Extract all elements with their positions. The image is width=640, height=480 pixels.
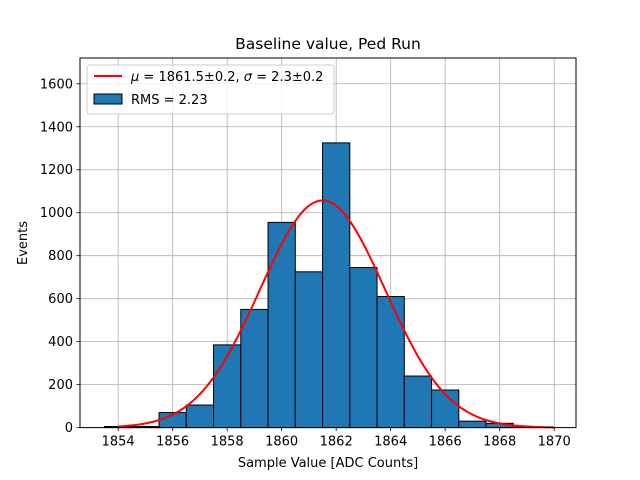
- x-tick-label: 1868: [483, 435, 516, 450]
- plot-frame: [79, 57, 577, 429]
- x-axis-label: Sample Value [ADC Counts]: [238, 456, 418, 471]
- histogram-bar: [294, 271, 324, 429]
- y-axis-label: Events: [16, 221, 31, 265]
- y-tick-label: 1600: [40, 77, 73, 92]
- x-tick-label: 1860: [265, 435, 298, 450]
- legend-hist-label: RMS = 2.23: [131, 93, 208, 108]
- legend-box: [86, 64, 335, 115]
- legend-sigma-symbol: σ: [244, 70, 253, 85]
- y-tick-label: 0: [65, 421, 73, 436]
- legend-mu-symbol: μ: [130, 70, 139, 85]
- fit-curve-layer: [118, 199, 555, 429]
- histogram-bar: [240, 308, 269, 429]
- y-tick-label: 800: [48, 249, 73, 264]
- x-tick-label: 1858: [211, 435, 244, 450]
- y-tick-label: 1400: [40, 120, 73, 135]
- y-tick-label: 1200: [40, 163, 73, 178]
- legend-mu-value: = 1861.5±0.2,: [139, 70, 243, 85]
- y-tick-label: 1000: [40, 206, 73, 221]
- chart-title: Baseline value, Ped Run: [235, 35, 421, 53]
- histogram-bar: [403, 375, 433, 429]
- histogram-bar: [431, 389, 460, 429]
- x-axis-ticks: 1854 1856 1858 1860 1862 1864 1866 1868 1870: [102, 427, 571, 450]
- y-axis-ticks: 0 200 400 600 800 1000 1200 1400 1600: [40, 77, 80, 436]
- histogram-bar: [458, 420, 487, 429]
- x-tick-label: 1854: [102, 435, 135, 450]
- histogram-bar: [185, 404, 215, 429]
- histogram-bar: [376, 296, 405, 429]
- x-tick-label: 1866: [429, 435, 462, 450]
- legend-sigma-value: = 2.3±0.2: [252, 70, 323, 85]
- legend: μ = 1861.5±0.2, σ = 2.3±0.2 RMS = 2.23: [86, 64, 335, 115]
- histogram-bar: [322, 142, 351, 429]
- x-tick-label: 1864: [374, 435, 407, 450]
- gaussian-fit-curve: [118, 199, 555, 429]
- y-tick-label: 200: [48, 378, 73, 393]
- histogram-bar: [349, 267, 378, 429]
- histogram-bar: [267, 221, 296, 429]
- x-tick-label: 1862: [320, 435, 353, 450]
- histogram-bar: [213, 344, 242, 429]
- legend-fit-label: μ = 1861.5±0.2, σ = 2.3±0.2: [130, 70, 323, 85]
- x-tick-label: 1856: [156, 435, 189, 450]
- y-tick-label: 600: [48, 292, 73, 307]
- x-tick-label: 1870: [538, 435, 571, 450]
- y-tick-label: 400: [48, 335, 73, 350]
- legend-hist-swatch: [93, 93, 123, 105]
